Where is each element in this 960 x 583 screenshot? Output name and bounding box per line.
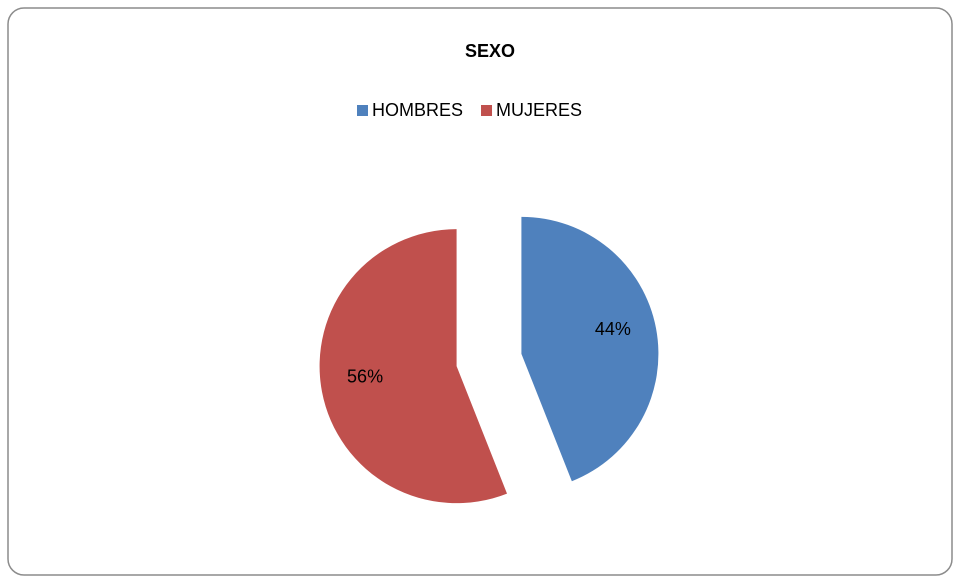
- data-label: 44%: [595, 319, 631, 339]
- chart-frame: [7, 7, 953, 576]
- pie-slice: [319, 229, 508, 504]
- data-label: 56%: [347, 366, 383, 386]
- pie-slice: [521, 216, 659, 482]
- legend-swatch: [357, 105, 368, 116]
- chart-title: SEXO: [465, 41, 515, 61]
- legend-swatch: [481, 105, 493, 116]
- legend-label: HOMBRES: [372, 100, 463, 120]
- legend-label: MUJERES: [496, 100, 582, 120]
